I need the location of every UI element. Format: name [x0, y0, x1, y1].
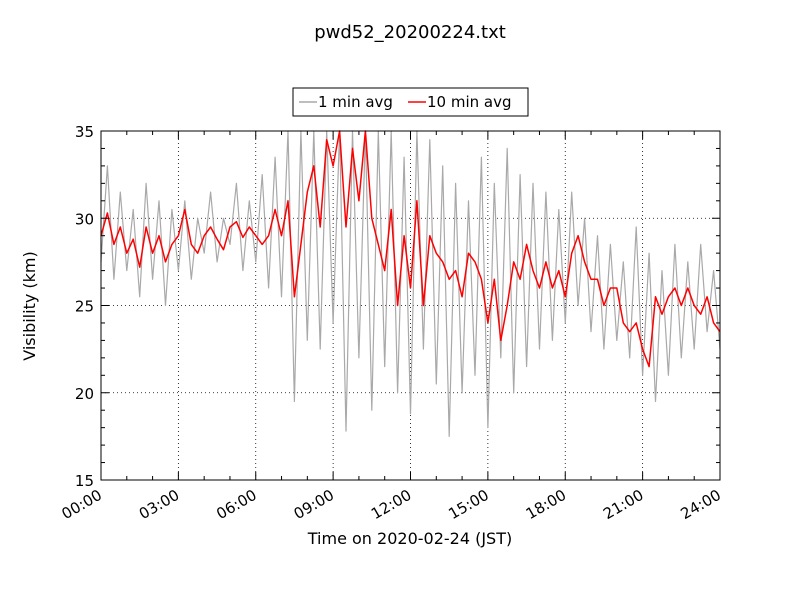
y-axis-label: Visibility (km) [20, 251, 39, 360]
y-tick-label: 35 [75, 123, 94, 141]
x-axis: 00:00 03:00 06:00 09:00 12:00 15:00 18:00 21:00… [59, 131, 724, 523]
legend-label-1min: 1 min avg [318, 93, 393, 111]
x-tick-label: 21:00 [600, 486, 646, 523]
x-tick-label: 24:00 [678, 486, 724, 523]
y-tick-label: 25 [75, 298, 94, 316]
legend-label-10min: 10 min avg [427, 93, 512, 111]
series-line-10min-avg [100, 130, 721, 368]
y-tick-label: 15 [75, 472, 94, 490]
series-layer [100, 130, 721, 437]
y-tick-label: 30 [75, 210, 94, 228]
series-line-1min-avg [100, 130, 721, 437]
y-tick-label: 20 [75, 385, 94, 403]
grid [101, 131, 720, 480]
x-tick-label: 15:00 [445, 486, 491, 523]
x-tick-label: 06:00 [213, 486, 259, 523]
legend: 1 min avg 10 min avg [292, 87, 529, 117]
x-axis-label: Time on 2020-02-24 (JST) [307, 529, 512, 548]
chart-title: pwd52_20200224.txt [314, 22, 506, 43]
x-tick-label: 18:00 [523, 486, 569, 523]
x-tick-label: 00:00 [59, 486, 105, 523]
x-tick-label: 12:00 [368, 486, 414, 523]
x-tick-label: 03:00 [136, 486, 182, 523]
y-axis: 15 20 25 30 35 [75, 123, 720, 490]
x-tick-label: 09:00 [291, 486, 337, 523]
